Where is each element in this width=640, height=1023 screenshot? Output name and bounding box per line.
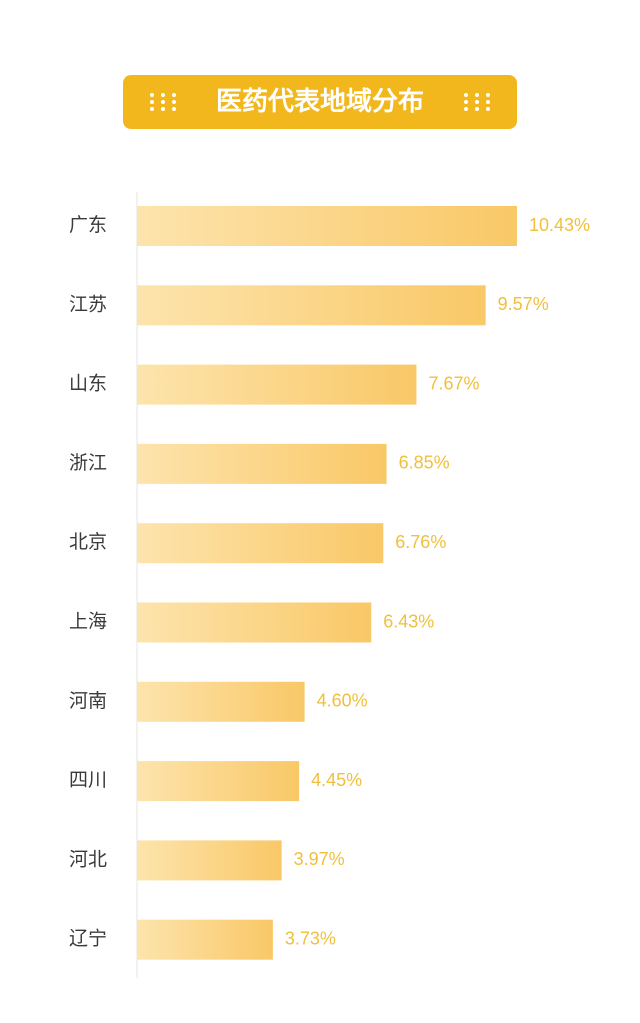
title-banner <box>123 75 517 129</box>
value-label: 6.43% <box>383 611 434 631</box>
value-label: 6.85% <box>399 453 450 473</box>
value-label: 4.45% <box>311 770 362 790</box>
y-tick-label: 山东 <box>69 373 107 395</box>
y-tick-label: 浙江 <box>69 452 107 474</box>
y-tick-label: 江苏 <box>69 293 107 315</box>
value-label: 4.60% <box>317 691 368 711</box>
bar <box>137 602 372 643</box>
value-label: 9.57% <box>498 294 549 314</box>
chart-title: 医药代表地域分布 <box>216 86 424 116</box>
y-tick-label: 上海 <box>69 611 107 633</box>
bar <box>137 840 282 881</box>
bar <box>137 364 417 405</box>
bar <box>137 285 486 326</box>
bar <box>137 443 387 484</box>
bar <box>137 206 517 246</box>
value-label: 3.97% <box>294 849 345 869</box>
y-tick-label: 河南 <box>69 690 107 712</box>
bar <box>137 919 273 960</box>
value-label: 3.73% <box>285 928 336 948</box>
y-tick-label: 辽宁 <box>69 928 107 950</box>
y-tick-label: 四川 <box>69 770 107 791</box>
y-tick-label: 河北 <box>69 848 107 870</box>
value-label: 10.43% <box>529 215 590 235</box>
y-tick-label: 广东 <box>69 214 107 236</box>
value-label: 7.67% <box>428 373 479 393</box>
bar <box>137 523 384 564</box>
bar <box>137 761 300 802</box>
y-tick-label: 北京 <box>69 531 107 553</box>
title-dots-left <box>150 93 176 111</box>
bar <box>137 681 305 722</box>
title-dots-right <box>464 93 490 111</box>
value-label: 6.76% <box>395 532 446 552</box>
